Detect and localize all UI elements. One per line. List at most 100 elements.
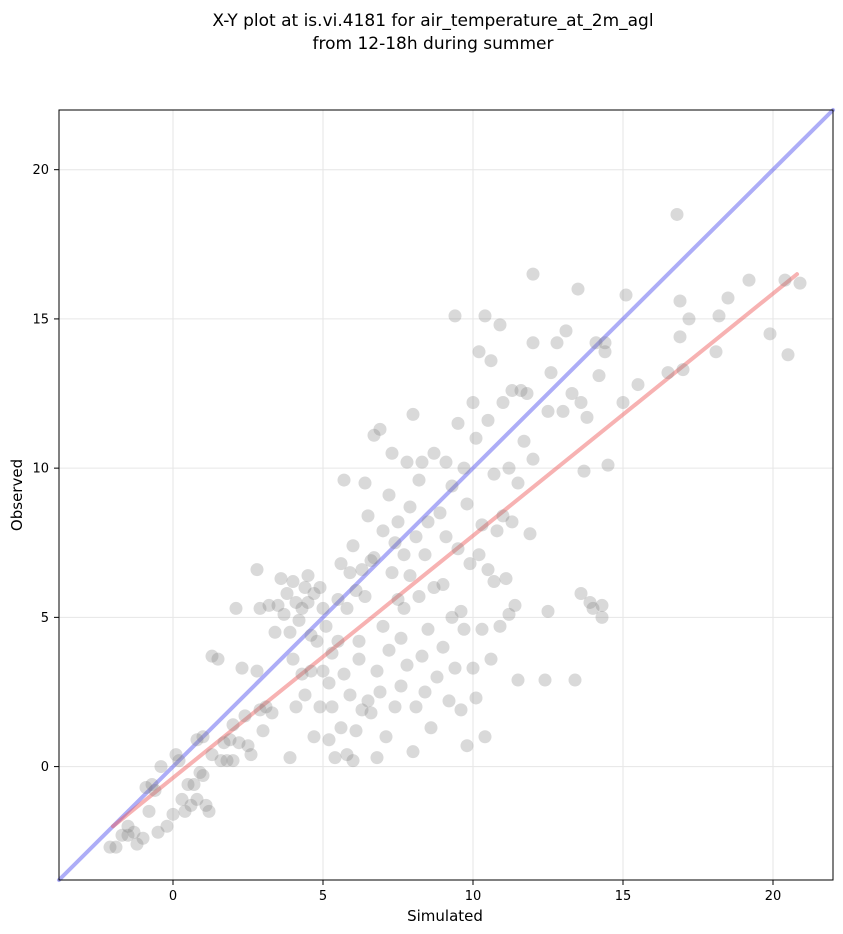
data-point [355, 703, 369, 717]
data-point [451, 416, 465, 430]
data-point [502, 461, 516, 475]
data-point [577, 464, 591, 478]
data-point [148, 783, 162, 797]
data-point [190, 792, 204, 806]
data-point [520, 387, 534, 401]
data-point [568, 673, 582, 687]
data-point [289, 700, 303, 714]
data-point [325, 700, 339, 714]
data-point [469, 431, 483, 445]
data-point [277, 607, 291, 621]
data-point [361, 694, 375, 708]
data-point [427, 446, 441, 460]
data-point [379, 730, 393, 744]
data-point [448, 309, 462, 323]
data-point [340, 748, 354, 762]
data-point [493, 318, 507, 332]
data-point [574, 395, 588, 409]
data-point [382, 643, 396, 657]
data-point [358, 589, 372, 603]
data-point [352, 634, 366, 648]
data-point [127, 825, 141, 839]
data-point [337, 473, 351, 487]
data-point [370, 664, 384, 678]
data-point [394, 631, 408, 645]
data-point [283, 751, 297, 765]
y-axis-label: Observed [8, 459, 26, 531]
data-point [487, 575, 501, 589]
x-axis-label: Simulated [407, 907, 483, 925]
data-point [673, 294, 687, 308]
y-tick-label: 5 [41, 611, 49, 626]
data-point [154, 760, 168, 774]
data-point [598, 336, 612, 350]
scatter-points [103, 207, 807, 854]
data-point [508, 598, 522, 612]
fit-line [111, 272, 799, 829]
data-point [514, 384, 528, 398]
data-point [511, 673, 525, 687]
data-point [283, 625, 297, 639]
data-point [166, 807, 180, 821]
data-point [430, 670, 444, 684]
data-point [136, 831, 150, 845]
data-point [346, 539, 360, 553]
data-point [388, 536, 402, 550]
data-point [328, 751, 342, 765]
data-point [340, 601, 354, 615]
chart-title-line-2: from 12-18h during summer [313, 34, 554, 54]
data-point [502, 607, 516, 621]
data-point [358, 476, 372, 490]
data-point [280, 586, 294, 600]
data-point [304, 664, 318, 678]
data-point [565, 387, 579, 401]
data-point [673, 330, 687, 344]
data-point [712, 309, 726, 323]
data-point [313, 581, 327, 595]
data-point [361, 509, 375, 523]
data-point [421, 622, 435, 636]
data-point [472, 345, 486, 359]
data-point [442, 694, 456, 708]
data-point [517, 434, 531, 448]
data-point [217, 736, 231, 750]
data-point [352, 652, 366, 666]
data-point [619, 288, 633, 302]
data-point [481, 413, 495, 427]
data-point [436, 578, 450, 592]
data-point [466, 395, 480, 409]
data-point [265, 706, 279, 720]
data-point [496, 395, 510, 409]
data-point [451, 542, 465, 556]
data-point [505, 515, 519, 529]
data-point [742, 273, 756, 287]
data-point [382, 488, 396, 502]
data-point [763, 327, 777, 341]
data-point [424, 721, 438, 735]
data-point [262, 598, 276, 612]
data-point [229, 601, 243, 615]
data-point [319, 619, 333, 633]
data-point [259, 700, 273, 714]
data-point [454, 703, 468, 717]
data-point [616, 395, 630, 409]
data-point [160, 819, 174, 833]
reference-lines [57, 108, 835, 882]
data-point [322, 676, 336, 690]
y-tick-label: 0 [41, 760, 49, 775]
data-point [226, 754, 240, 768]
data-point [370, 751, 384, 765]
data-point [307, 586, 321, 600]
data-point [307, 730, 321, 744]
data-point [334, 557, 348, 571]
data-point [316, 664, 330, 678]
data-point [241, 739, 255, 753]
data-point [460, 497, 474, 511]
data-point [397, 601, 411, 615]
data-point [178, 804, 192, 818]
data-point [427, 581, 441, 595]
data-point [355, 563, 369, 577]
data-point [436, 640, 450, 654]
data-point [211, 652, 225, 666]
data-point [496, 509, 510, 523]
